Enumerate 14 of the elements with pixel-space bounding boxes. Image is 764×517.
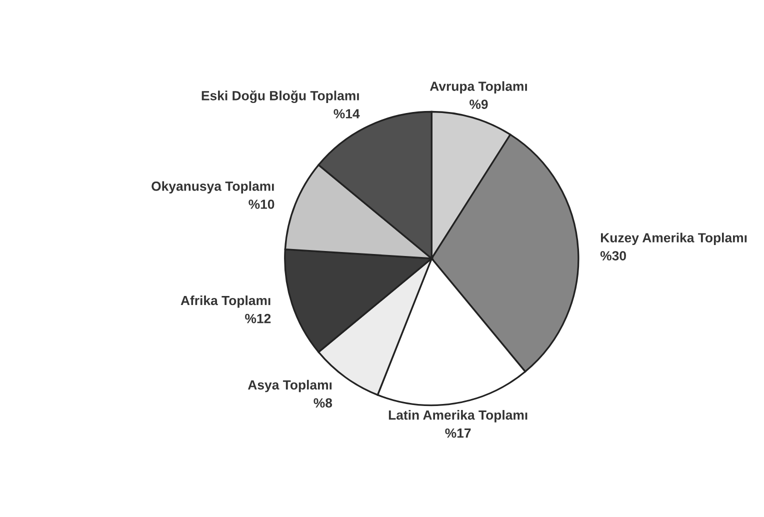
slice-label: Afrika Toplamı bbox=[180, 295, 270, 308]
slice-label: Latin Amerika Toplamı bbox=[388, 410, 528, 422]
data-label: %10 bbox=[248, 200, 274, 209]
data-label: %9 bbox=[470, 100, 488, 109]
data-label: %14 bbox=[334, 109, 360, 118]
data-label: %30 bbox=[600, 251, 626, 260]
slice-label: Asya Toplamı bbox=[248, 380, 332, 392]
data-label: %12 bbox=[245, 314, 271, 324]
slice-label: Okyanusya Toplamı bbox=[152, 181, 274, 194]
slice-label: Avrupa Toplamı bbox=[430, 81, 527, 94]
data-label: %8 bbox=[314, 398, 332, 408]
slice-label: Eski Doğu Bloğu Toplamı bbox=[202, 90, 359, 104]
slice-label: Kuzey Amerika Toplamı bbox=[600, 232, 747, 246]
data-label: %17 bbox=[445, 428, 471, 438]
